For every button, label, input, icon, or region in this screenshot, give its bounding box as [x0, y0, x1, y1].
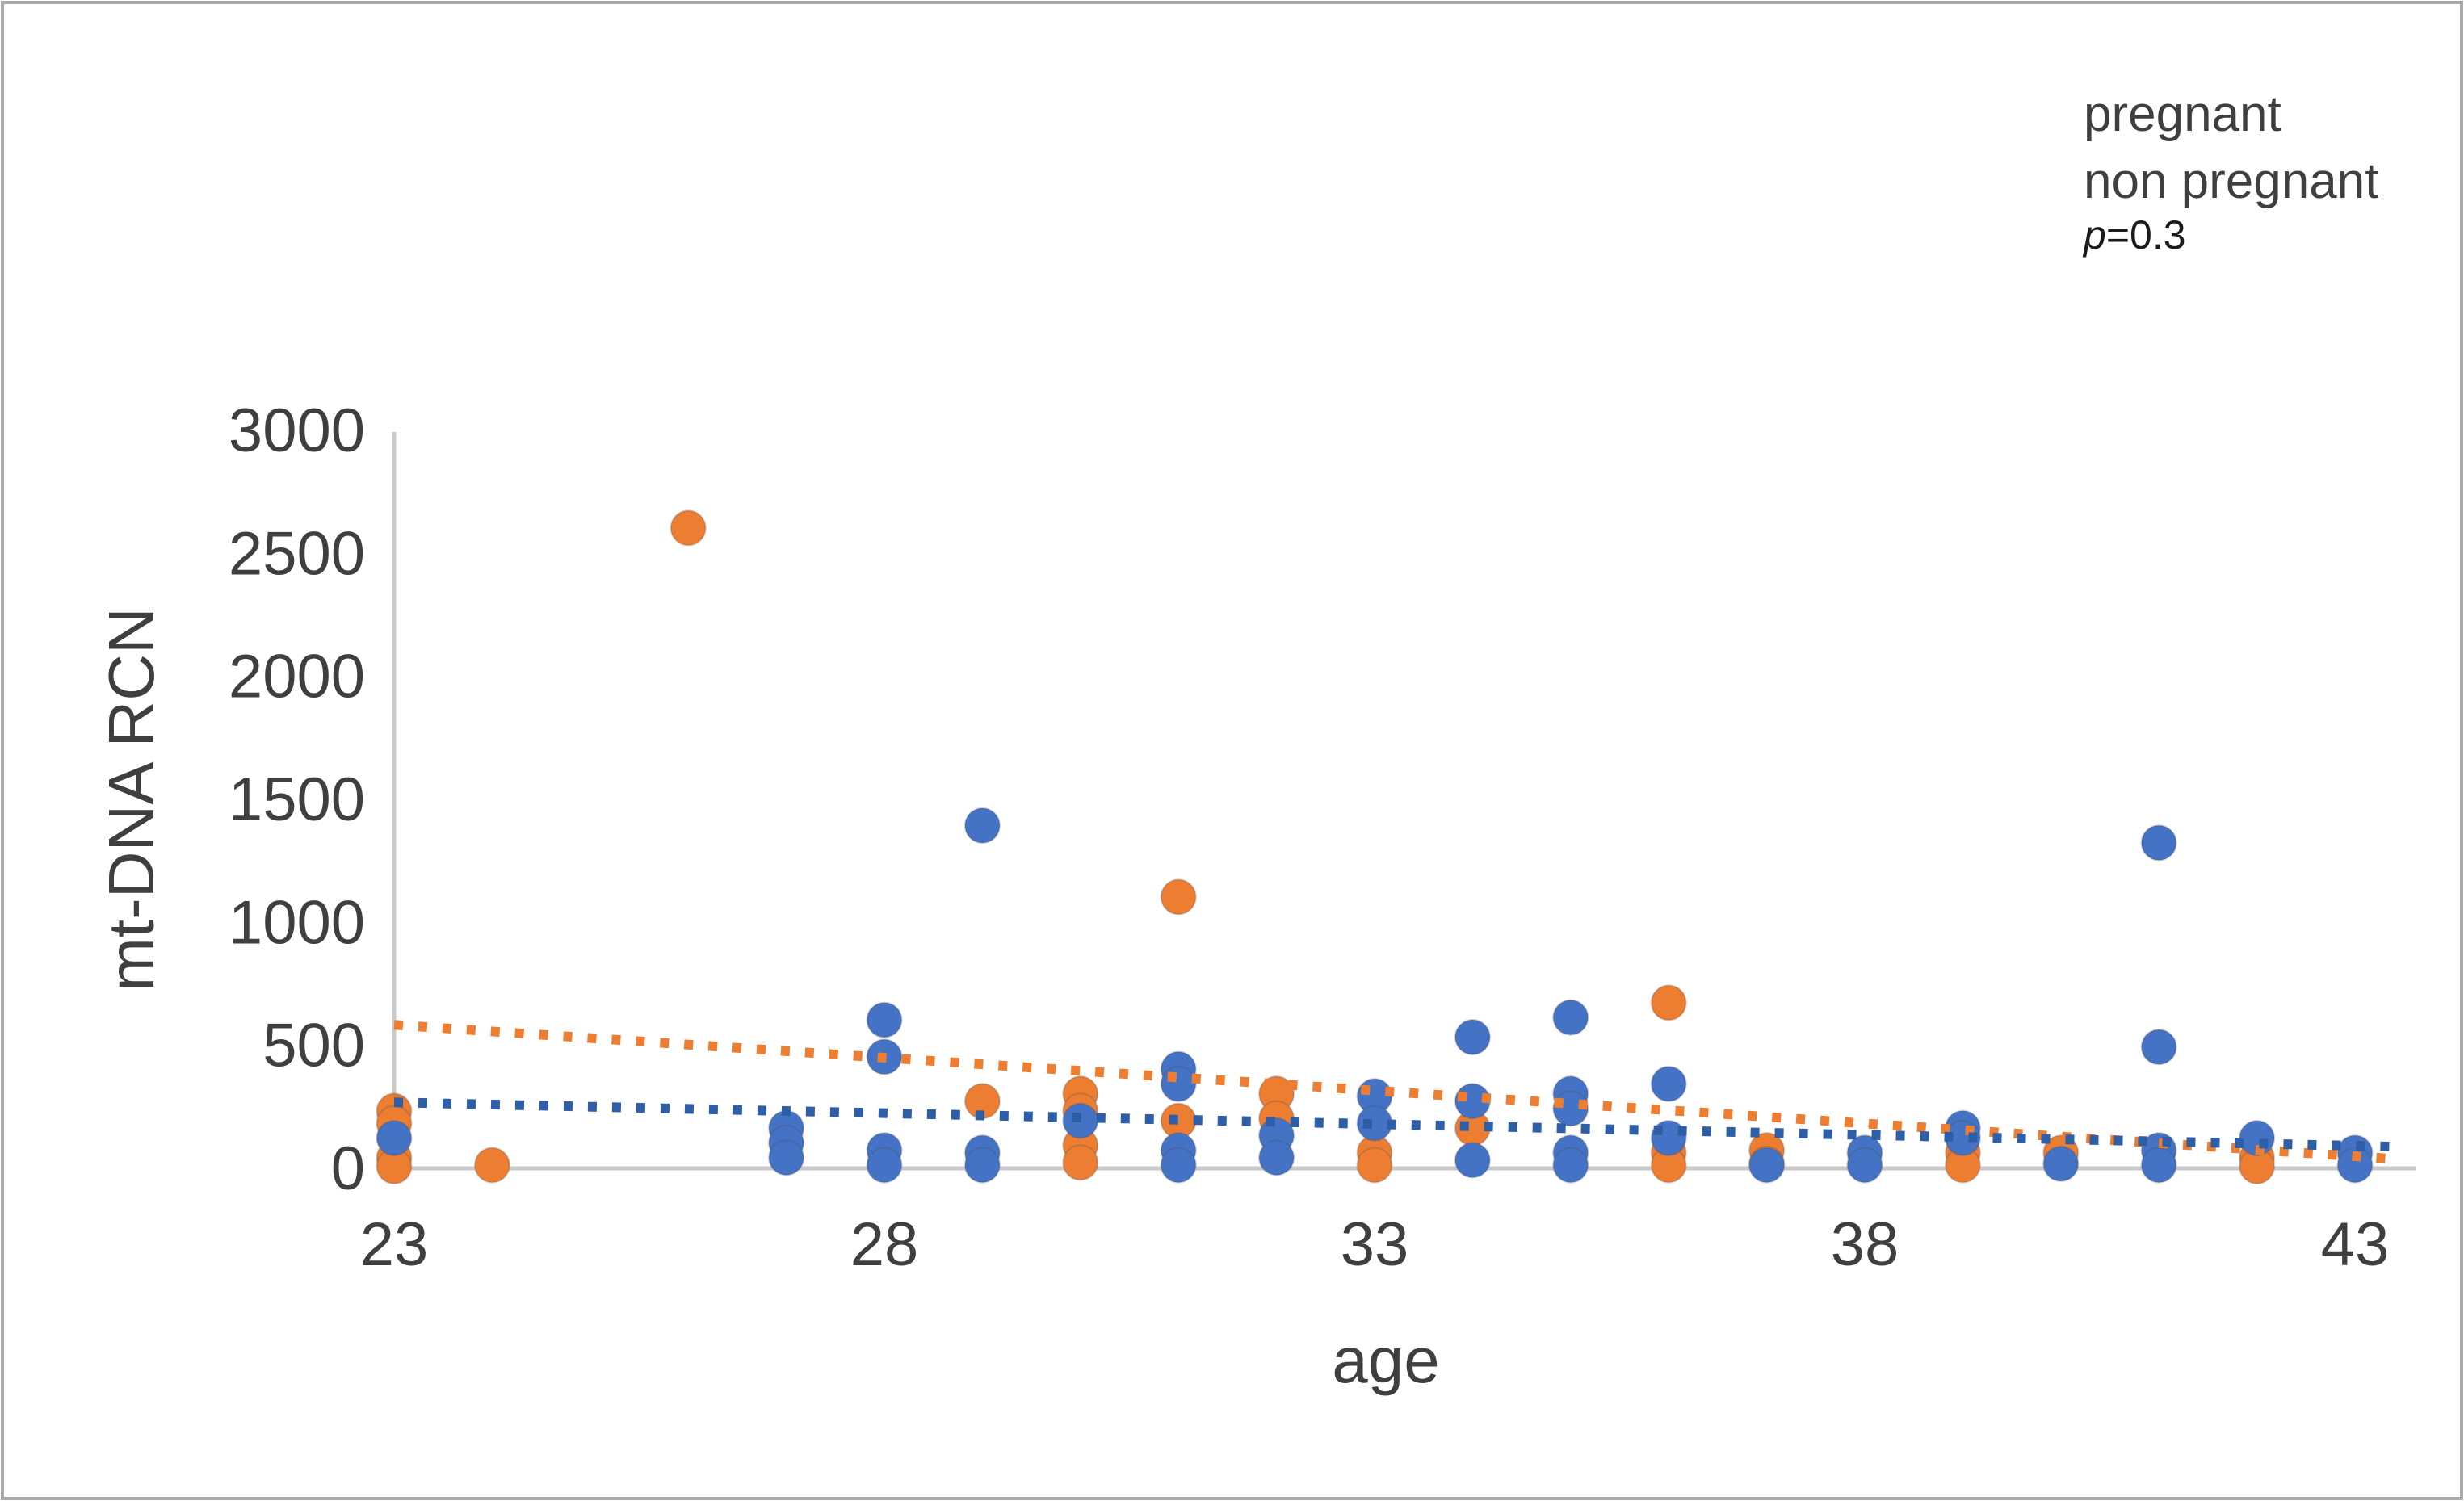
y-tick-label: 500 — [262, 1012, 365, 1080]
data-point-non-pregnant — [1258, 1139, 1295, 1176]
x-tick-label: 43 — [2321, 1210, 2390, 1279]
data-point-non-pregnant — [2140, 824, 2177, 862]
y-tick-label: 0 — [331, 1134, 365, 1203]
data-point-non-pregnant — [1160, 1147, 1197, 1184]
data-point-pregnant — [1356, 1147, 1393, 1184]
data-point-non-pregnant — [1356, 1105, 1393, 1142]
data-point-non-pregnant — [2140, 1029, 2177, 1066]
trendlines — [393, 1020, 2395, 1164]
data-point-non-pregnant — [1160, 1065, 1197, 1102]
trendline-non-pregnant — [393, 1097, 2395, 1152]
data-point-pregnant — [670, 509, 707, 547]
data-point-pregnant — [1062, 1144, 1099, 1181]
data-point-non-pregnant — [1552, 999, 1589, 1036]
data-point-non-pregnant — [768, 1139, 805, 1176]
data-point-non-pregnant — [1552, 1147, 1589, 1184]
legend: pregnant non pregnant p=0.3 — [2082, 86, 2378, 258]
y-tick-label: 1000 — [229, 888, 365, 957]
x-tick-label: 28 — [850, 1210, 919, 1279]
legend-item-pregnant: pregnant — [2084, 86, 2281, 142]
data-point-non-pregnant — [2336, 1147, 2374, 1184]
y-axis-tick-labels: 0 500 1000 1500 2000 2500 3000 — [229, 396, 365, 1203]
y-tick-label: 3000 — [229, 396, 365, 465]
data-point-non-pregnant — [1650, 1065, 1687, 1102]
data-point-non-pregnant — [1454, 1019, 1491, 1056]
y-axis-title: mt-DNA RCN — [95, 607, 167, 992]
data-point-non-pregnant — [376, 1119, 413, 1156]
p-value-annotation: p=0.3 — [2082, 212, 2186, 258]
data-point-pregnant — [473, 1147, 510, 1184]
data-point-non-pregnant — [1846, 1147, 1883, 1184]
p-value-rest: =0.3 — [2106, 212, 2186, 258]
data-point-non-pregnant — [2140, 1147, 2177, 1184]
p-value-italic-p: p — [2082, 212, 2106, 258]
x-axis-tick-labels: 23 28 33 38 43 — [360, 1210, 2390, 1279]
data-point-non-pregnant — [1748, 1147, 1786, 1184]
data-point-non-pregnant — [2042, 1145, 2080, 1182]
y-tick-label: 2000 — [229, 643, 365, 711]
y-tick-label: 2500 — [229, 519, 365, 588]
data-point-pregnant — [1160, 878, 1197, 916]
x-tick-label: 23 — [360, 1210, 429, 1279]
legend-item-non-pregnant: non pregnant — [2084, 153, 2378, 209]
x-tick-label: 38 — [1831, 1210, 1899, 1279]
data-point-non-pregnant — [866, 1001, 903, 1038]
x-axis-title: age — [1332, 1324, 1439, 1396]
data-point-pregnant — [1650, 984, 1687, 1021]
data-point-non-pregnant — [963, 1147, 1001, 1184]
x-tick-label: 33 — [1341, 1210, 1409, 1279]
data-point-non-pregnant — [1454, 1142, 1491, 1179]
data-point-non-pregnant — [866, 1147, 903, 1184]
data-point-non-pregnant — [963, 807, 1001, 845]
y-tick-label: 1500 — [229, 765, 365, 834]
